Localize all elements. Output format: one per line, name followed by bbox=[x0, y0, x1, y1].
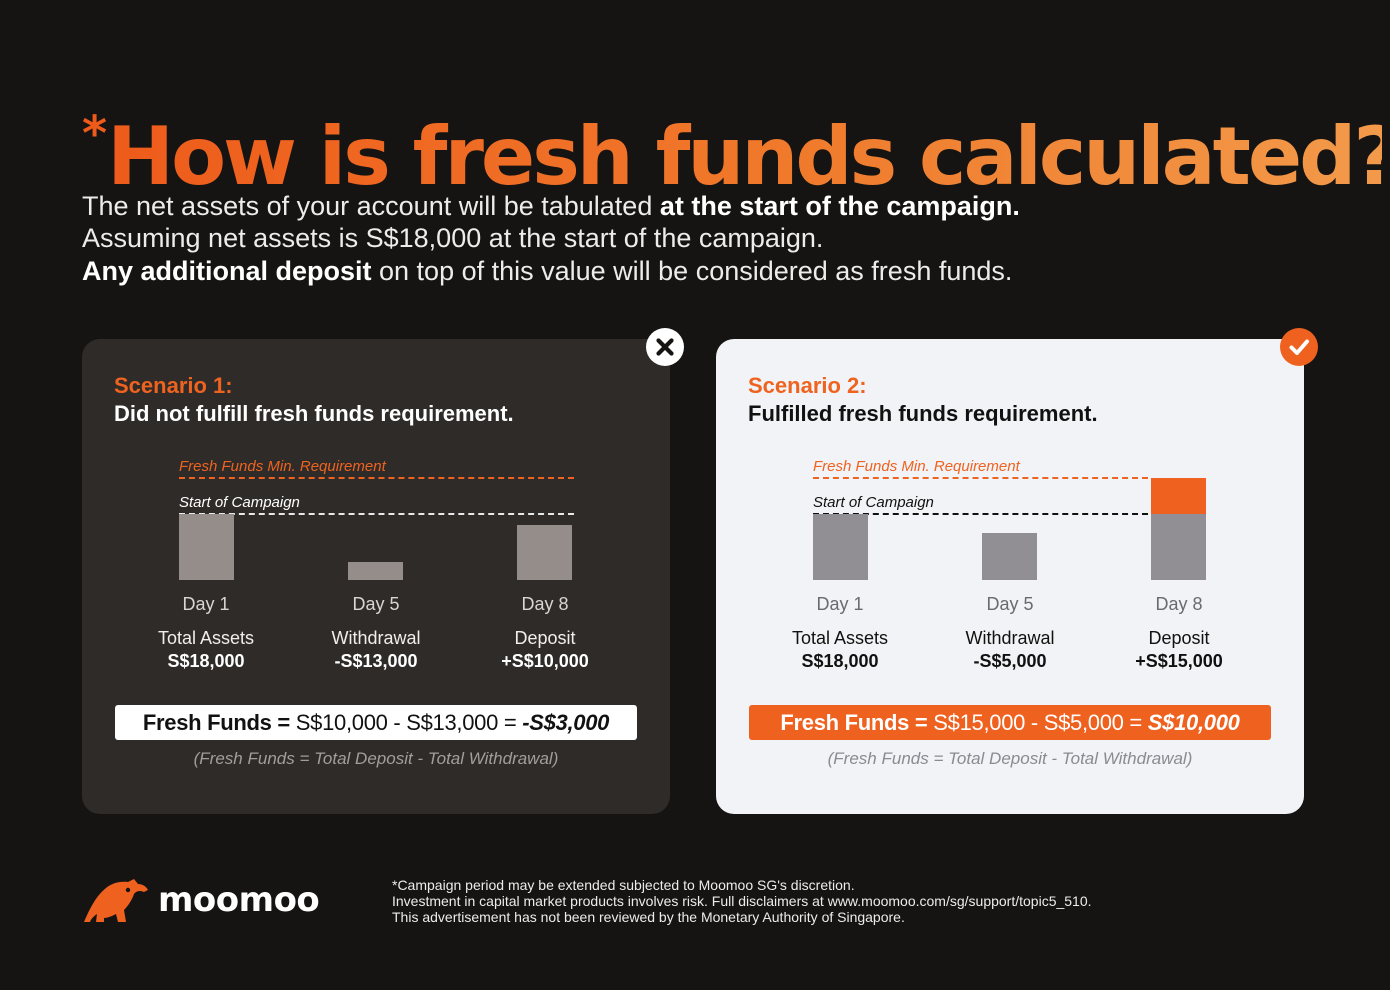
check-icon bbox=[1280, 328, 1318, 366]
kind-label: Deposit bbox=[514, 628, 576, 648]
intro-line-3-text: on top of this value will be considered … bbox=[371, 256, 1013, 286]
formula-result: -S$3,000 bbox=[522, 710, 610, 735]
brand-name: moomoo bbox=[158, 880, 320, 920]
scenario-label: Scenario 2: bbox=[748, 373, 867, 398]
bar-day-5 bbox=[348, 562, 403, 580]
bar-day-5 bbox=[982, 533, 1037, 580]
start-of-campaign-label: Start of Campaign bbox=[179, 494, 300, 511]
start-of-campaign-line bbox=[179, 513, 574, 515]
start-of-campaign-label: Start of Campaign bbox=[813, 494, 934, 511]
day-label: Day 1 bbox=[816, 594, 864, 614]
day-label: Day 1 bbox=[182, 594, 230, 614]
bar-day-8 bbox=[1151, 514, 1206, 580]
scenario-subtitle: Did not fulfill fresh funds requirement. bbox=[114, 401, 514, 426]
intro-line-2: Assuming net assets is S$18,000 at the s… bbox=[82, 223, 824, 253]
min-requirement-label: Fresh Funds Min. Requirement bbox=[813, 458, 1020, 475]
amount-label: -S$13,000 bbox=[334, 651, 418, 671]
day-label: Day 5 bbox=[352, 594, 400, 614]
fresh-funds-formula: Fresh Funds = S$15,000 - S$5,000 = S$10,… bbox=[749, 705, 1271, 740]
intro-line-3: Any additional deposit on top of this va… bbox=[82, 255, 1332, 287]
formula-expression: S$15,000 - S$5,000 = bbox=[933, 710, 1148, 735]
formula-label: Fresh Funds = bbox=[780, 710, 934, 735]
formula-expression: S$10,000 - S$13,000 = bbox=[295, 710, 523, 735]
footer-line-3: This advertisement has not been reviewed… bbox=[392, 909, 905, 925]
scenario-subtitle: Fulfilled fresh funds requirement. bbox=[748, 401, 1098, 426]
x-icon bbox=[646, 328, 684, 366]
formula-note: (Fresh Funds = Total Deposit - Total Wit… bbox=[827, 749, 1193, 768]
scenario-2-card: Scenario 2: Fulfilled fresh funds requir… bbox=[716, 339, 1304, 814]
moomoo-logo-icon bbox=[84, 879, 148, 922]
min-requirement-line bbox=[179, 477, 574, 479]
kind-label: Withdrawal bbox=[965, 628, 1055, 648]
formula-result: S$10,000 bbox=[1147, 710, 1240, 735]
title-asterisk: * bbox=[82, 106, 108, 162]
intro-line-1: The net assets of your account will be t… bbox=[82, 190, 1332, 222]
formula-note: (Fresh Funds = Total Deposit - Total Wit… bbox=[193, 749, 559, 768]
bar-day-1 bbox=[179, 514, 234, 580]
day-label: Day 5 bbox=[986, 594, 1034, 614]
min-requirement-line bbox=[813, 477, 1148, 479]
amount-label: S$18,000 bbox=[167, 651, 245, 671]
kind-label: Total Assets bbox=[157, 628, 255, 648]
page-title: *How is fresh funds calculated? bbox=[82, 84, 1382, 207]
min-requirement-label: Fresh Funds Min. Requirement bbox=[179, 458, 386, 475]
start-of-campaign-line bbox=[813, 513, 1148, 515]
bar-day-8 bbox=[517, 525, 572, 580]
day-label: Day 8 bbox=[521, 594, 569, 614]
bar-day-8-fresh-funds bbox=[1151, 478, 1206, 514]
amount-label: +S$10,000 bbox=[501, 651, 589, 671]
intro-line-1-bold: at the start of the campaign. bbox=[659, 191, 1020, 221]
formula-label: Fresh Funds = bbox=[142, 710, 296, 735]
footer-line-2: Investment in capital market products in… bbox=[392, 893, 1092, 909]
amount-label: +S$15,000 bbox=[1135, 651, 1223, 671]
scenario-label: Scenario 1: bbox=[114, 373, 233, 398]
amount-label: -S$5,000 bbox=[973, 651, 1047, 671]
fresh-funds-formula: Fresh Funds = S$10,000 - S$13,000 = -S$3… bbox=[115, 705, 637, 740]
bar-day-1 bbox=[813, 514, 868, 580]
day-label: Day 8 bbox=[1155, 594, 1203, 614]
kind-label: Deposit bbox=[1148, 628, 1210, 648]
amount-label: S$18,000 bbox=[801, 651, 879, 671]
kind-label: Withdrawal bbox=[331, 628, 421, 648]
scenario-1-card: Scenario 1: Did not fulfill fresh funds … bbox=[82, 339, 670, 814]
footer-line-1: *Campaign period may be extended subject… bbox=[392, 877, 855, 893]
kind-label: Total Assets bbox=[791, 628, 889, 648]
intro-line-3-bold: Any additional deposit bbox=[82, 256, 372, 286]
intro-line-1-text: The net assets of your account will be t… bbox=[82, 191, 660, 221]
